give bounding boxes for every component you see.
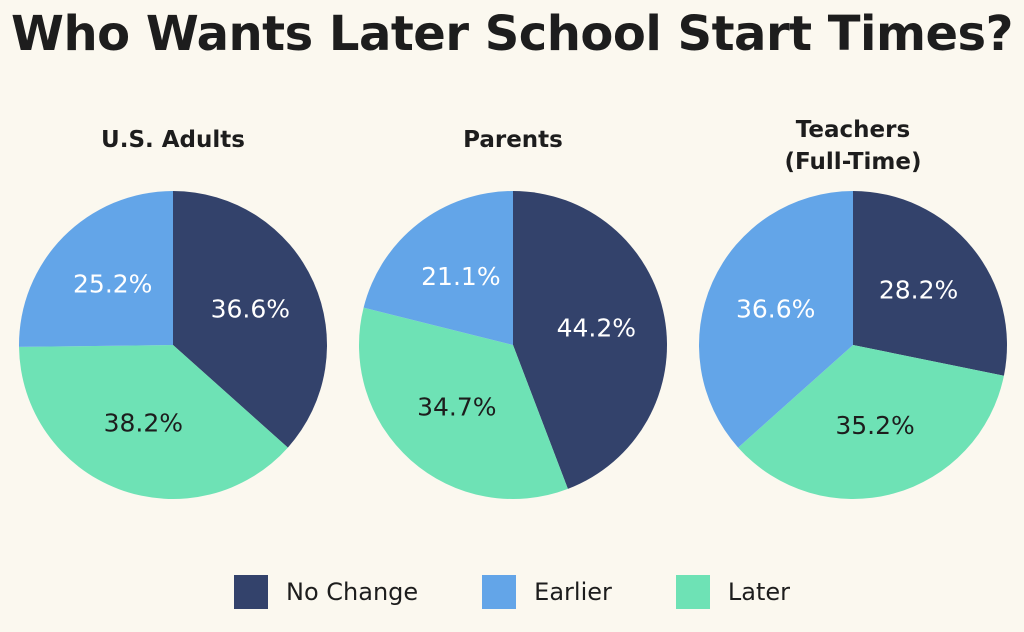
pie-title-us-adults: U.S. Adults — [13, 124, 333, 156]
legend-swatch-later — [675, 575, 710, 609]
pie-title-us-adults-text: U.S. Adults — [101, 127, 245, 153]
pie-0-label-later: 38.2% — [104, 408, 183, 437]
pie-1-slice-no-change — [513, 191, 668, 489]
pie-2-label-later: 35.2% — [835, 411, 914, 440]
pie-0-slice-no-change — [173, 191, 328, 448]
pie-title-parents-text: Parents — [463, 127, 563, 153]
pie-2-slice-no-change — [853, 191, 1007, 376]
pie-title-teachers-line2: (Full-Time) — [784, 149, 922, 175]
legend-label-later: Later — [727, 578, 790, 606]
legend-item-no-change: No Change — [234, 575, 418, 609]
pie-2-slice-earlier — [698, 191, 853, 448]
pie-title-teachers: Teachers (Full-Time) — [693, 114, 1013, 178]
pie-0-label-no-change: 36.6% — [211, 294, 290, 323]
legend: No Change Earlier Later — [0, 570, 1024, 614]
legend-item-earlier: Earlier — [482, 575, 612, 609]
pie-0-slice-earlier — [19, 191, 173, 347]
pie-0-label-earlier: 25.2% — [73, 269, 152, 298]
pie-1-slice-earlier — [363, 191, 513, 345]
legend-label-earlier: Earlier — [534, 578, 612, 606]
legend-item-later: Later — [675, 575, 790, 609]
pie-0-slice-later — [19, 345, 288, 500]
legend-swatch-earlier — [482, 575, 517, 609]
pie-1-label-later: 34.7% — [417, 392, 496, 421]
pie-1-label-no-change: 44.2% — [557, 314, 636, 343]
pie-title-teachers-line1: Teachers — [795, 117, 911, 143]
pie-2-label-no-change: 28.2% — [879, 275, 958, 304]
chart-title: Who Wants Later School Start Times? — [11, 6, 1013, 62]
pie-1-label-earlier: 21.1% — [421, 262, 500, 291]
pie-title-parents: Parents — [353, 124, 673, 156]
legend-swatch-no-change — [234, 575, 268, 609]
pie-2-slice-later — [738, 345, 1004, 500]
pie-2-label-earlier: 36.6% — [736, 294, 815, 323]
pie-1-slice-later — [358, 307, 568, 499]
legend-label-no-change: No Change — [286, 578, 419, 606]
